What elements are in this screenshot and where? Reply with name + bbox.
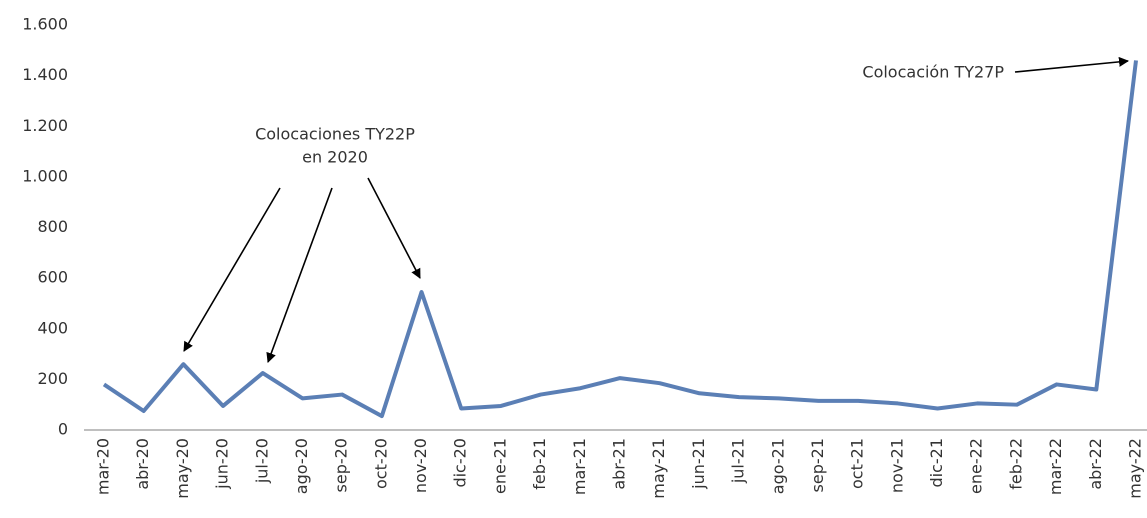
annotation: Colocación TY27P	[862, 63, 1004, 82]
x-tick-label: ago-21	[768, 438, 787, 494]
x-tick-label: abr-22	[1086, 438, 1105, 490]
x-tick-label: feb-22	[1006, 438, 1025, 490]
x-tick-label: sep-21	[808, 438, 827, 492]
x-tick-label: feb-21	[530, 438, 549, 490]
y-tick-label: 600	[37, 268, 68, 287]
annotation: en 2020	[302, 148, 368, 167]
x-tick-label: mar-22	[1046, 438, 1065, 495]
x-tick-label: may-20	[173, 438, 192, 499]
x-tick-label: may-22	[1126, 438, 1145, 499]
x-tick-label: jul-21	[729, 438, 748, 484]
x-tick-label: dic-21	[927, 438, 946, 488]
y-tick-label: 0	[58, 420, 68, 439]
x-tick-label: oct-21	[848, 438, 867, 489]
x-tick-label: nov-21	[887, 438, 906, 493]
y-tick-label: 1.200	[22, 116, 68, 135]
x-tick-label: nov-20	[411, 438, 430, 493]
x-tick-label: ago-20	[292, 438, 311, 494]
annotation: Colocaciones TY22P	[255, 125, 415, 144]
y-tick-label: 1.400	[22, 65, 68, 84]
x-tick-label: jul-20	[252, 438, 271, 484]
arrow	[183, 187, 281, 352]
x-tick-label: sep-20	[332, 438, 351, 492]
y-tick-label: 200	[37, 369, 68, 388]
x-tick-label: abr-21	[610, 438, 629, 490]
arrow	[367, 177, 421, 279]
y-tick-label: 1.600	[22, 15, 68, 34]
x-tick-label: jun-20	[213, 438, 232, 490]
x-tick-label: mar-21	[570, 438, 589, 495]
x-tick-label: ene-22	[967, 438, 986, 494]
x-tick-label: mar-20	[94, 438, 113, 495]
arrow	[266, 187, 333, 363]
y-tick-label: 400	[37, 318, 68, 337]
x-tick-label: jun-21	[689, 438, 708, 490]
x-tick-label: oct-20	[371, 438, 390, 489]
x-tick-label: dic-20	[451, 438, 470, 488]
y-tick-label: 1.000	[22, 166, 68, 185]
data-line	[102, 60, 1138, 419]
arrow	[1014, 56, 1129, 73]
x-tick-label: abr-20	[133, 438, 152, 490]
y-tick-label: 800	[37, 217, 68, 236]
x-tick-label: may-21	[649, 438, 668, 499]
x-tick-label: ene-21	[490, 438, 509, 494]
